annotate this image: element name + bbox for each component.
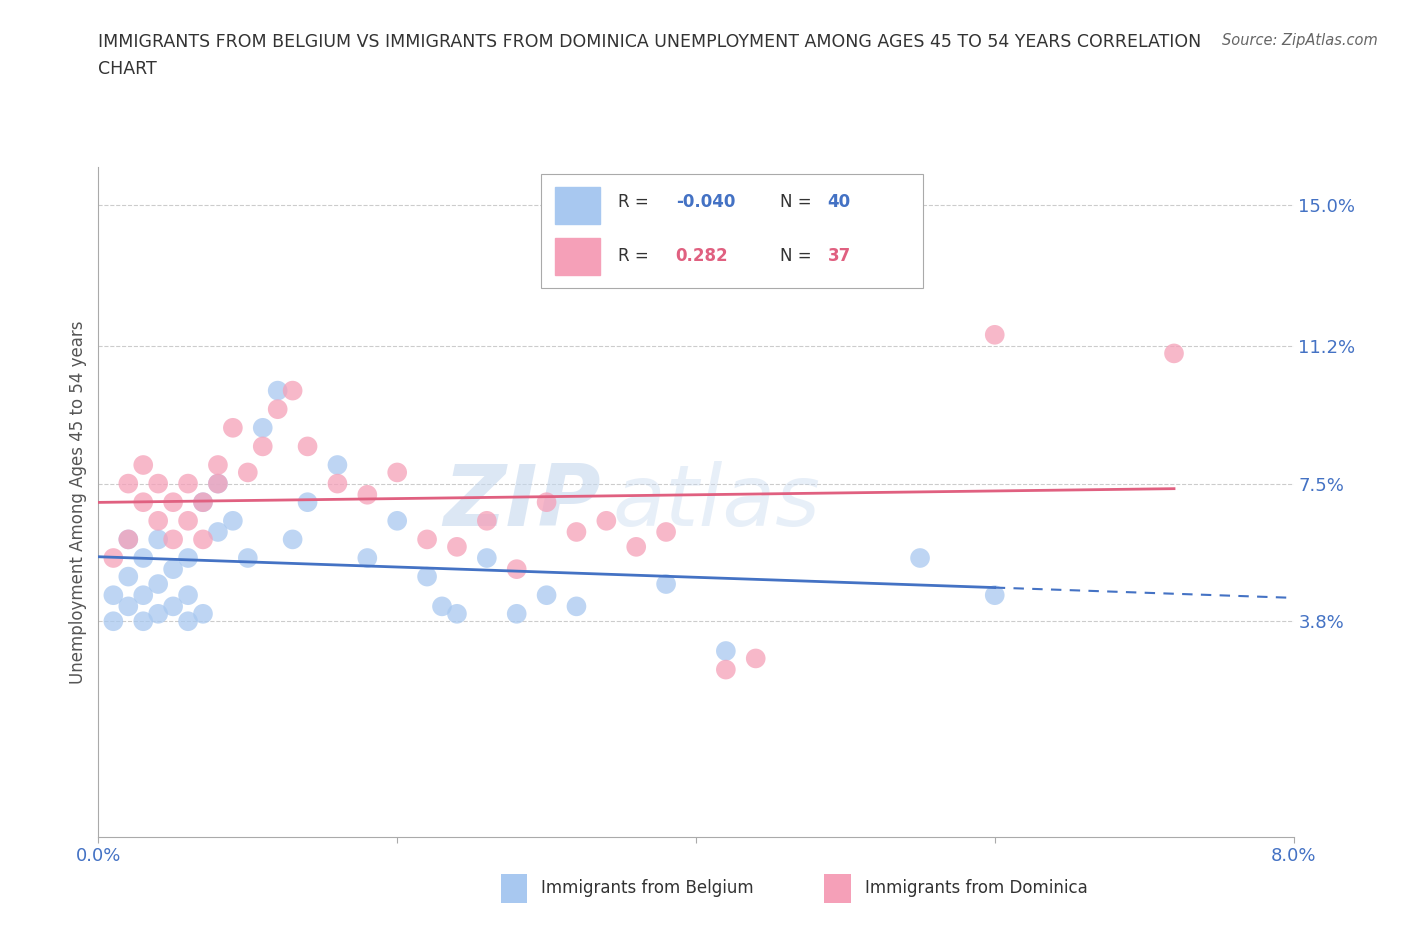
Point: [624, 539, 647, 554]
Point: [983, 588, 1005, 603]
Point: [745, 651, 768, 666]
Point: [103, 588, 125, 603]
Y-axis label: Unemployment Among Ages 45 to 54 years: Unemployment Among Ages 45 to 54 years: [69, 321, 87, 684]
Point: [536, 588, 558, 603]
Point: [117, 569, 139, 584]
Point: [416, 569, 439, 584]
Point: [385, 513, 409, 528]
Point: [236, 551, 259, 565]
Point: [356, 551, 378, 565]
Point: [536, 495, 558, 510]
Point: [177, 513, 200, 528]
Text: Immigrants from Dominica: Immigrants from Dominica: [865, 879, 1087, 897]
Point: [177, 588, 200, 603]
Point: [162, 532, 184, 547]
Text: R =: R =: [619, 246, 654, 265]
Point: [207, 476, 229, 491]
Point: [297, 495, 319, 510]
Point: [148, 513, 170, 528]
Bar: [555, 188, 600, 224]
Point: [983, 327, 1005, 342]
Point: [416, 532, 439, 547]
Point: [117, 532, 139, 547]
Point: [506, 562, 529, 577]
Text: Immigrants from Belgium: Immigrants from Belgium: [541, 879, 754, 897]
Point: [207, 525, 229, 539]
Point: [162, 562, 184, 577]
Point: [267, 402, 290, 417]
Point: [326, 476, 349, 491]
Text: 0.282: 0.282: [676, 246, 728, 265]
Point: [148, 476, 170, 491]
Point: [281, 532, 304, 547]
Point: [252, 420, 274, 435]
Text: CHART: CHART: [98, 60, 157, 78]
Point: [103, 614, 125, 629]
Point: [252, 439, 274, 454]
Point: [281, 383, 304, 398]
Point: [655, 577, 678, 591]
Point: [207, 458, 229, 472]
Point: [148, 606, 170, 621]
Point: [222, 513, 245, 528]
Point: [326, 458, 349, 472]
Point: [148, 577, 170, 591]
Point: [177, 614, 200, 629]
FancyBboxPatch shape: [540, 174, 922, 288]
Point: [191, 495, 214, 510]
Point: [655, 525, 678, 539]
Point: [162, 599, 184, 614]
Point: [207, 476, 229, 491]
Point: [191, 532, 214, 547]
Point: [446, 539, 468, 554]
Bar: [555, 238, 600, 274]
Text: ZIP: ZIP: [443, 460, 600, 544]
Text: -0.040: -0.040: [676, 193, 735, 211]
Point: [132, 458, 155, 472]
Text: atlas: atlas: [613, 460, 820, 544]
Point: [103, 551, 125, 565]
Point: [714, 662, 737, 677]
Point: [714, 644, 737, 658]
Point: [177, 551, 200, 565]
Point: [565, 525, 588, 539]
Point: [117, 476, 139, 491]
Text: Source: ZipAtlas.com: Source: ZipAtlas.com: [1222, 33, 1378, 47]
Point: [565, 599, 588, 614]
Point: [430, 599, 453, 614]
Point: [191, 606, 214, 621]
Point: [132, 614, 155, 629]
Point: [506, 606, 529, 621]
Point: [132, 588, 155, 603]
Point: [475, 513, 498, 528]
Point: [908, 551, 931, 565]
Point: [595, 513, 617, 528]
Text: N =: N =: [780, 193, 817, 211]
Text: R =: R =: [619, 193, 654, 211]
Text: IMMIGRANTS FROM BELGIUM VS IMMIGRANTS FROM DOMINICA UNEMPLOYMENT AMONG AGES 45 T: IMMIGRANTS FROM BELGIUM VS IMMIGRANTS FR…: [98, 33, 1202, 50]
Point: [132, 551, 155, 565]
Point: [148, 532, 170, 547]
Point: [132, 495, 155, 510]
Point: [117, 532, 139, 547]
Point: [297, 439, 319, 454]
Point: [356, 487, 378, 502]
Point: [385, 465, 409, 480]
Text: N =: N =: [780, 246, 817, 265]
Point: [177, 476, 200, 491]
Point: [191, 495, 214, 510]
Text: 37: 37: [827, 246, 851, 265]
Point: [475, 551, 498, 565]
Point: [162, 495, 184, 510]
Text: 40: 40: [827, 193, 851, 211]
Point: [236, 465, 259, 480]
Point: [1163, 346, 1185, 361]
Point: [222, 420, 245, 435]
Point: [446, 606, 468, 621]
Point: [117, 599, 139, 614]
Point: [267, 383, 290, 398]
